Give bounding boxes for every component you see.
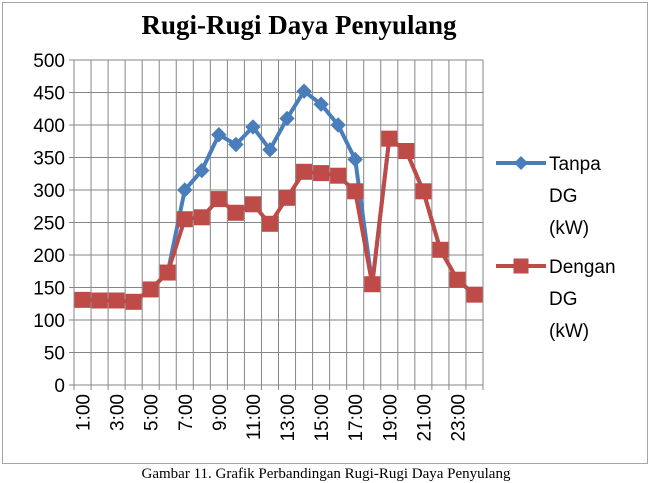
y-tick-label: 150 bbox=[33, 279, 65, 300]
y-tick-label: 100 bbox=[33, 311, 65, 332]
data-point-marker bbox=[330, 117, 346, 133]
x-tick-label: 17:00 bbox=[346, 394, 367, 442]
legend-label: Dengan bbox=[549, 257, 616, 278]
legend-item: Dengan DG (kW) bbox=[496, 257, 616, 342]
data-point-marker bbox=[347, 183, 364, 200]
data-point-marker bbox=[245, 119, 261, 135]
x-tick-label: 13:00 bbox=[278, 394, 299, 442]
x-tick-label: 21:00 bbox=[414, 394, 435, 442]
x-tick-label: 3:00 bbox=[108, 394, 129, 431]
legend-marker bbox=[513, 258, 529, 274]
data-point-marker bbox=[227, 204, 244, 221]
data-point-marker bbox=[432, 241, 449, 258]
data-point-marker bbox=[210, 191, 227, 208]
data-point-marker bbox=[74, 291, 91, 308]
x-tick-label: 9:00 bbox=[210, 394, 231, 431]
data-point-marker bbox=[296, 163, 313, 180]
legend-item: Tanpa DG (kW) bbox=[496, 154, 601, 239]
data-point-marker bbox=[108, 292, 125, 309]
data-point-marker bbox=[159, 264, 176, 281]
data-point-marker bbox=[449, 271, 466, 288]
data-point-marker bbox=[381, 130, 398, 147]
data-point-marker bbox=[125, 293, 142, 310]
chart-frame bbox=[2, 2, 648, 464]
data-point-marker bbox=[313, 96, 329, 112]
x-tick-label: 7:00 bbox=[176, 394, 197, 431]
data-point-marker bbox=[330, 167, 347, 184]
data-point-marker bbox=[279, 110, 295, 127]
y-tick-label: 50 bbox=[44, 344, 65, 365]
data-point-marker bbox=[347, 151, 363, 168]
y-tick-label: 200 bbox=[33, 246, 65, 267]
data-point-marker bbox=[398, 143, 415, 159]
legend-marker bbox=[514, 156, 528, 170]
data-point-marker bbox=[313, 165, 330, 182]
figure-caption: Gambar 11. Grafik Perbandingan Rugi-Rugi… bbox=[141, 466, 511, 482]
legend-label: DG bbox=[549, 186, 578, 207]
legend-label: (kW) bbox=[549, 218, 589, 239]
x-tick-label: 5:00 bbox=[142, 394, 163, 431]
y-tick-label: 500 bbox=[33, 51, 65, 72]
data-point-marker bbox=[193, 209, 210, 226]
data-point-marker bbox=[296, 83, 312, 99]
x-tick-label: 11:00 bbox=[244, 394, 265, 440]
data-point-marker bbox=[262, 141, 278, 158]
data-point-marker bbox=[211, 127, 227, 143]
x-tick-label: 19:00 bbox=[380, 394, 401, 442]
data-point-marker bbox=[194, 162, 210, 179]
legend: Tanpa DG (kW) Dengan DG (kW) bbox=[496, 154, 616, 342]
legend-label: (kW) bbox=[549, 321, 589, 342]
series-dengan-dg bbox=[74, 130, 483, 310]
chart-title: Rugi-Rugi Daya Penyulang bbox=[141, 10, 457, 40]
x-tick-label: 23:00 bbox=[448, 394, 469, 442]
data-point-marker bbox=[261, 215, 278, 232]
y-tick-label: 400 bbox=[33, 116, 65, 137]
legend-label: Tanpa bbox=[549, 154, 601, 175]
data-point-marker bbox=[364, 276, 381, 293]
x-tick-label: 1:00 bbox=[74, 394, 95, 431]
data-point-marker bbox=[91, 292, 108, 309]
y-tick-label: 350 bbox=[33, 149, 65, 170]
data-point-marker bbox=[142, 281, 159, 298]
data-point-marker bbox=[244, 196, 261, 213]
data-point-marker bbox=[177, 182, 193, 198]
data-point-marker bbox=[279, 189, 296, 206]
y-tick-label: 450 bbox=[33, 84, 65, 105]
data-point-marker bbox=[176, 211, 193, 228]
data-point-marker bbox=[415, 183, 432, 200]
data-point-marker bbox=[228, 136, 244, 153]
data-point-marker bbox=[466, 286, 483, 303]
y-tick-label: 300 bbox=[33, 181, 65, 202]
y-tick-label: 0 bbox=[54, 376, 65, 397]
x-tick-label: 15:00 bbox=[312, 394, 333, 442]
grid bbox=[74, 59, 484, 385]
legend-label: DG bbox=[549, 289, 578, 310]
y-tick-label: 250 bbox=[33, 214, 65, 235]
